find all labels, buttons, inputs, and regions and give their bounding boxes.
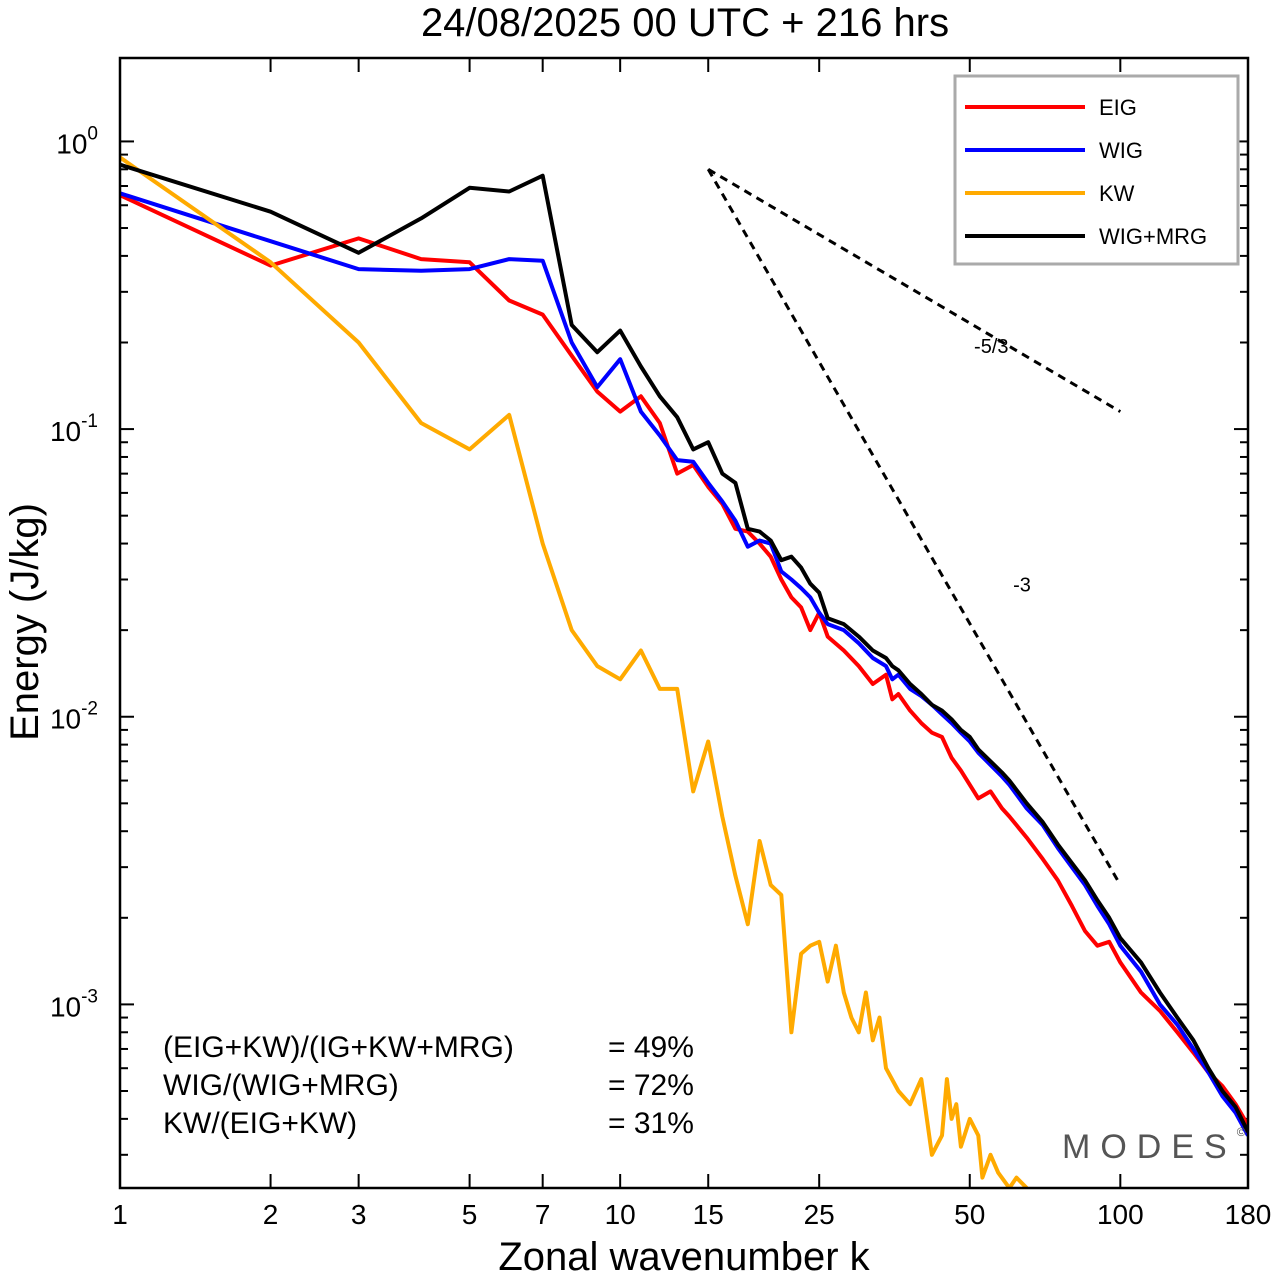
axis-ticks: 1 2 3 5 7 10 15 25 50 100 180 100 10-1 10-2 10-3 bbox=[50, 58, 1271, 1230]
slope-line-minus-5-3 bbox=[707, 168, 1122, 413]
legend: EIG WIG KW WIG+MRG bbox=[953, 74, 1240, 266]
legend-label: EIG bbox=[1099, 95, 1137, 120]
x-tick-label: 25 bbox=[804, 1199, 835, 1230]
x-tick-label: 15 bbox=[693, 1199, 724, 1230]
energy-ratio-annotations: (EIG+KW)/(IG+KW+MRG) = 49% WIG/(WIG+MRG) = … bbox=[163, 1031, 694, 1140]
x-axis-label: Zonal wavenumber k bbox=[498, 1235, 870, 1279]
x-tick-label: 10 bbox=[605, 1199, 636, 1230]
reference-slopes: -5/3 -3 bbox=[706, 168, 1122, 886]
slope-label: -5/3 bbox=[974, 336, 1008, 358]
series-line-wig bbox=[120, 191, 1248, 1137]
slope-line-minus-3 bbox=[706, 168, 1122, 886]
y-tick-label: 10-1 bbox=[50, 411, 98, 447]
y-axis-label: Energy (J/kg) bbox=[3, 503, 47, 741]
slope-label: -3 bbox=[1013, 575, 1031, 597]
watermark-text: MODES bbox=[1062, 1128, 1237, 1166]
ratio-label: KW/(EIG+KW) bbox=[163, 1107, 357, 1140]
legend-label: WIG+MRG bbox=[1099, 224, 1207, 249]
copyright-mark: © bbox=[1237, 1125, 1256, 1139]
ratio-value: = 72% bbox=[608, 1069, 694, 1102]
legend-label: WIG bbox=[1099, 138, 1143, 163]
plot-area bbox=[120, 155, 1248, 1188]
y-tick-label: 10-3 bbox=[50, 986, 98, 1022]
x-tick-label: 3 bbox=[351, 1199, 367, 1230]
series-line-eig bbox=[120, 193, 1248, 1127]
x-tick-label: 50 bbox=[954, 1199, 985, 1230]
y-tick-label: 100 bbox=[56, 123, 98, 159]
y-tick-label: 10-2 bbox=[50, 699, 98, 735]
chart-title: 24/08/2025 00 UTC + 216 hrs bbox=[421, 1, 949, 45]
x-tick-label: 180 bbox=[1225, 1199, 1272, 1230]
ratio-label: (EIG+KW)/(IG+KW+MRG) bbox=[163, 1031, 514, 1064]
plot-frame bbox=[118, 56, 1250, 1190]
ratio-value: = 49% bbox=[608, 1031, 694, 1064]
x-tick-label: 5 bbox=[462, 1199, 478, 1230]
series-line-wig-mrg bbox=[120, 162, 1248, 1133]
legend-label: KW bbox=[1099, 181, 1135, 206]
ratio-value: = 31% bbox=[608, 1107, 694, 1140]
x-tick-label: 7 bbox=[535, 1199, 551, 1230]
x-tick-label: 100 bbox=[1097, 1199, 1144, 1230]
ratio-label: WIG/(WIG+MRG) bbox=[163, 1069, 399, 1102]
x-tick-label: 2 bbox=[263, 1199, 279, 1230]
series-line-kw bbox=[120, 155, 1029, 1188]
modes-watermark: MODES© bbox=[1062, 1125, 1256, 1166]
x-tick-label: 1 bbox=[112, 1199, 128, 1230]
